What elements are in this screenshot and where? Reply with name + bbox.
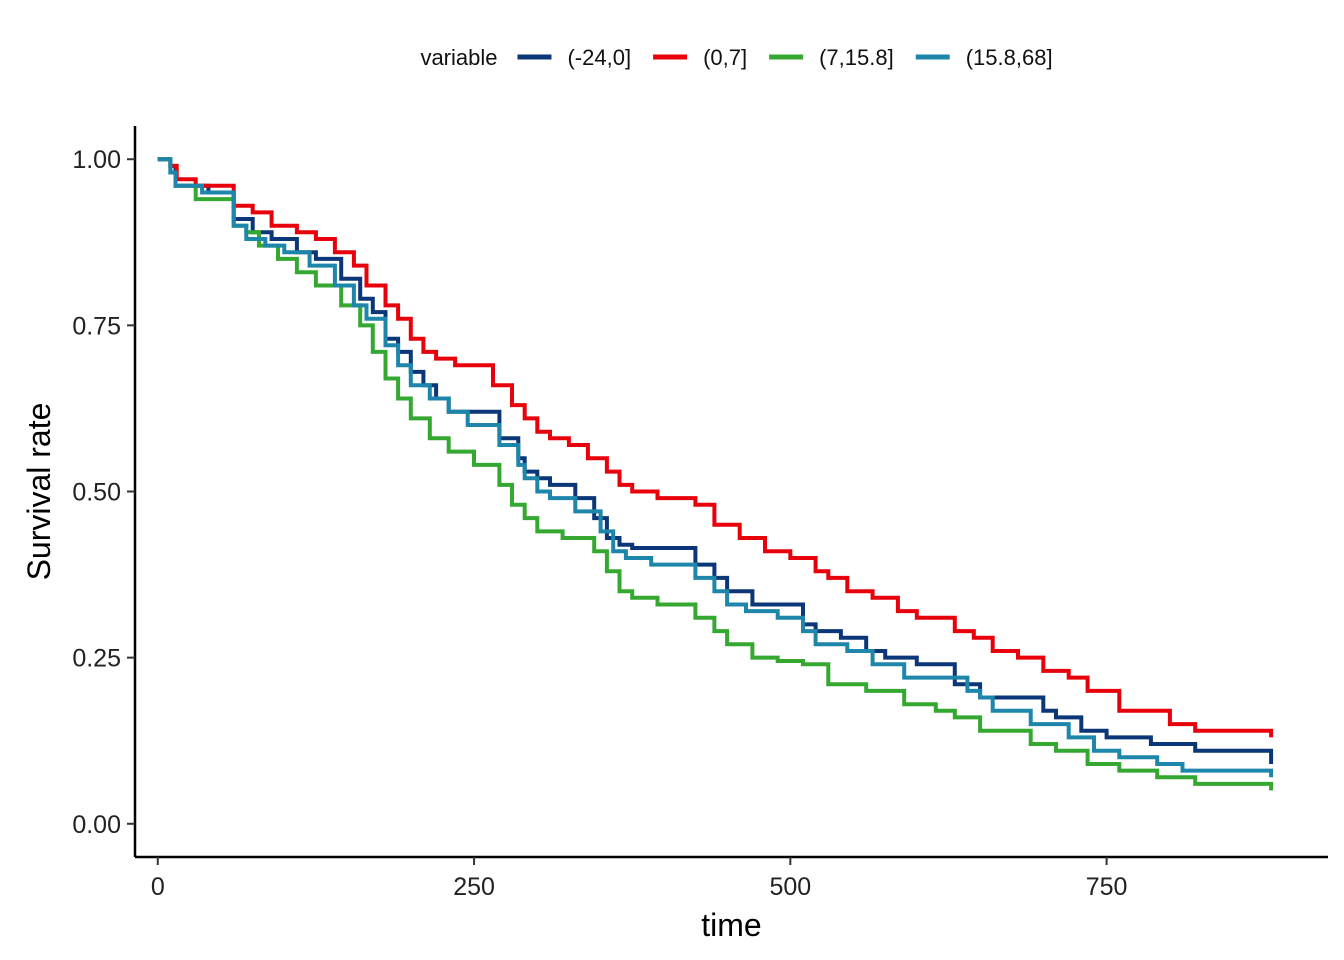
x-tick-label: 750	[1086, 873, 1128, 901]
x-axis-title: time	[701, 907, 761, 943]
legend-label-4: (15.8,68]	[966, 45, 1053, 70]
x-axis-ticks: 0 250 500 750	[151, 857, 1128, 901]
y-tick-label: 0.75	[72, 312, 121, 340]
series-line-3	[157, 157, 1274, 791]
series-line-1	[157, 157, 1274, 764]
y-tick-label: 0.00	[72, 811, 121, 839]
legend-label-1: (-24,0]	[567, 45, 631, 70]
y-tick-label: 0.50	[72, 479, 121, 507]
legend: variable (-24,0] (0,7] (7,15.8] (15.8,68]	[420, 45, 1052, 70]
plot-area	[157, 157, 1274, 791]
legend-title: variable	[420, 45, 497, 70]
y-axis-ticks: 0.00 0.25 0.50 0.75 1.00	[72, 146, 135, 839]
legend-label-2: (0,7]	[703, 45, 747, 70]
x-tick-label: 500	[769, 873, 811, 901]
series-line-4	[157, 157, 1274, 778]
x-tick-label: 0	[151, 873, 165, 901]
legend-label-3: (7,15.8]	[819, 45, 894, 70]
x-tick-label: 250	[453, 873, 495, 901]
series-line-2	[157, 157, 1274, 738]
y-axis-title: Survival rate	[21, 403, 57, 581]
y-tick-label: 0.25	[72, 645, 121, 673]
y-tick-label: 1.00	[72, 146, 121, 174]
